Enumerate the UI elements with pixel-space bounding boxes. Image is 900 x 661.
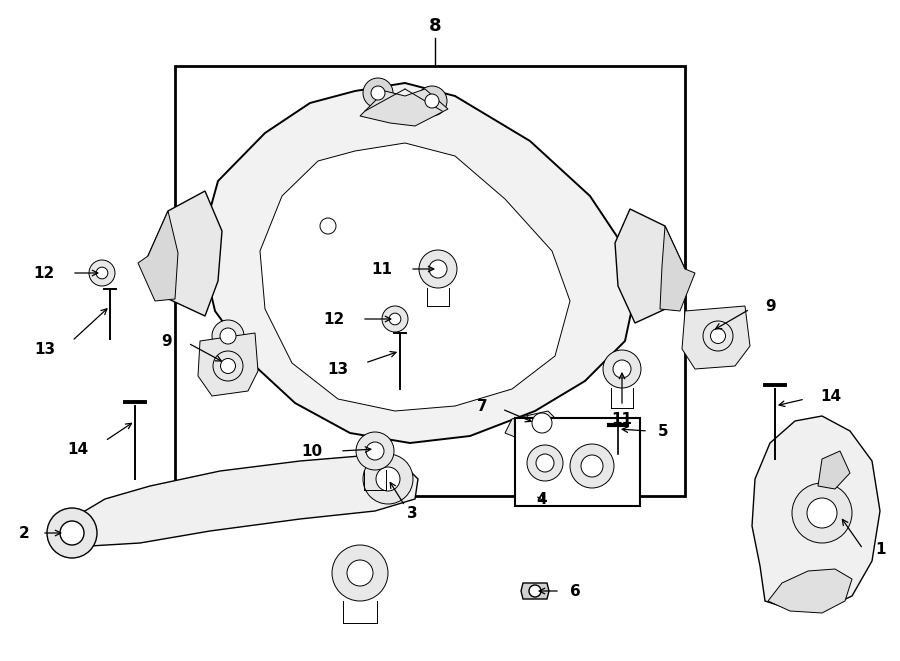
Circle shape	[581, 455, 603, 477]
Circle shape	[371, 86, 385, 100]
Text: 10: 10	[301, 444, 322, 459]
Text: 11: 11	[611, 412, 633, 426]
Polygon shape	[768, 569, 852, 613]
Text: 1: 1	[875, 541, 886, 557]
Bar	[515, 418, 640, 506]
Text: 13: 13	[34, 342, 55, 356]
Polygon shape	[660, 226, 695, 311]
Text: 11: 11	[371, 262, 392, 276]
Polygon shape	[138, 211, 178, 301]
Circle shape	[570, 444, 614, 488]
Circle shape	[389, 313, 400, 325]
Circle shape	[527, 445, 563, 481]
Circle shape	[213, 351, 243, 381]
Text: 12: 12	[34, 266, 55, 280]
Circle shape	[792, 483, 852, 543]
Circle shape	[220, 358, 236, 373]
Circle shape	[529, 585, 541, 597]
Circle shape	[356, 432, 394, 470]
Polygon shape	[360, 89, 448, 126]
Text: 9: 9	[161, 334, 172, 348]
Circle shape	[47, 508, 97, 558]
Circle shape	[532, 413, 552, 433]
Polygon shape	[260, 143, 570, 411]
Text: 13: 13	[327, 362, 348, 377]
Polygon shape	[521, 583, 549, 599]
Polygon shape	[752, 416, 880, 611]
Text: 12: 12	[324, 311, 345, 327]
Polygon shape	[200, 83, 640, 443]
Circle shape	[347, 560, 373, 586]
Circle shape	[60, 521, 84, 545]
Circle shape	[536, 454, 554, 472]
Text: 6: 6	[570, 584, 580, 598]
Polygon shape	[198, 333, 258, 396]
Circle shape	[363, 78, 393, 108]
Text: 3: 3	[407, 506, 418, 520]
Circle shape	[613, 360, 631, 378]
Circle shape	[710, 329, 725, 344]
Text: 5: 5	[658, 424, 669, 438]
Circle shape	[89, 260, 115, 286]
Text: 8: 8	[428, 17, 441, 35]
Text: 14: 14	[820, 389, 842, 403]
Circle shape	[366, 442, 384, 460]
Circle shape	[376, 467, 400, 491]
Text: 4: 4	[536, 492, 547, 506]
Polygon shape	[505, 411, 560, 441]
Polygon shape	[818, 451, 850, 489]
Circle shape	[417, 86, 447, 116]
Circle shape	[332, 545, 388, 601]
Polygon shape	[148, 191, 222, 316]
Circle shape	[382, 306, 408, 332]
Circle shape	[807, 498, 837, 528]
Text: 9: 9	[765, 299, 776, 313]
Circle shape	[363, 454, 413, 504]
Circle shape	[425, 94, 439, 108]
Text: 7: 7	[477, 399, 488, 414]
Circle shape	[603, 350, 641, 388]
Circle shape	[429, 260, 447, 278]
Polygon shape	[682, 306, 750, 369]
Bar	[175, 66, 685, 496]
Polygon shape	[68, 456, 418, 546]
Polygon shape	[615, 209, 685, 323]
Text: 14: 14	[67, 442, 88, 457]
Circle shape	[220, 328, 236, 344]
Circle shape	[212, 320, 244, 352]
Text: 2: 2	[19, 525, 30, 541]
Circle shape	[96, 267, 108, 279]
Circle shape	[703, 321, 733, 351]
Circle shape	[320, 218, 336, 234]
Circle shape	[419, 250, 457, 288]
